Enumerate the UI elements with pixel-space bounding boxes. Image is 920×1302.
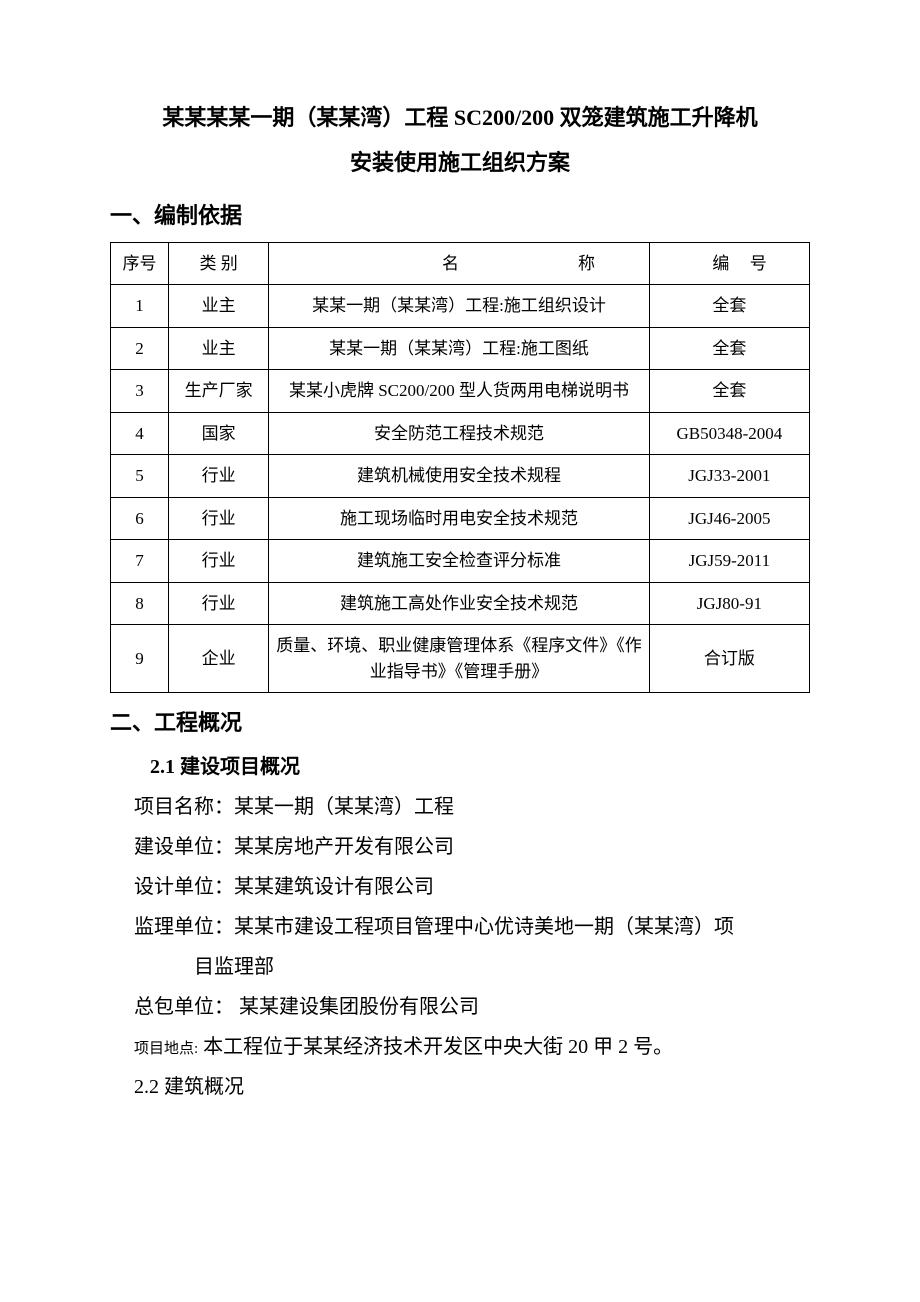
cell-cat: 业主 bbox=[169, 327, 269, 370]
cell-code: JGJ59-2011 bbox=[649, 540, 809, 583]
cell-name: 建筑施工高处作业安全技术规范 bbox=[269, 582, 650, 625]
section-2-heading: 二、工程概况 bbox=[110, 703, 810, 743]
build-unit-line: 建设单位：某某房地产开发有限公司 bbox=[110, 827, 810, 867]
cell-name: 某某一期（某某湾）工程:施工组织设计 bbox=[269, 285, 650, 328]
doc-title-line2: 安装使用施工组织方案 bbox=[110, 145, 810, 180]
cell-cat: 行业 bbox=[169, 582, 269, 625]
section-2-1-heading: 2.1 建设项目概况 bbox=[110, 747, 810, 787]
cell-seq: 4 bbox=[111, 412, 169, 455]
cell-name: 建筑施工安全检查评分标准 bbox=[269, 540, 650, 583]
design-unit-line: 设计单位：某某建筑设计有限公司 bbox=[110, 867, 810, 907]
cell-cat: 业主 bbox=[169, 285, 269, 328]
table-row: 6 行业 施工现场临时用电安全技术规范 JGJ46-2005 bbox=[111, 497, 810, 540]
table-row: 3 生产厂家 某某小虎牌 SC200/200 型人货两用电梯说明书 全套 bbox=[111, 370, 810, 413]
cell-name: 某某小虎牌 SC200/200 型人货两用电梯说明书 bbox=[269, 370, 650, 413]
supervise-unit-line1: 监理单位：某某市建设工程项目管理中心优诗美地一期（某某湾）项 bbox=[110, 907, 810, 947]
th-code: 编号 bbox=[649, 242, 809, 285]
cell-cat: 国家 bbox=[169, 412, 269, 455]
cell-seq: 2 bbox=[111, 327, 169, 370]
table-row: 7 行业 建筑施工安全检查评分标准 JGJ59-2011 bbox=[111, 540, 810, 583]
doc-title-line1: 某某某某一期（某某湾）工程 SC200/200 双笼建筑施工升降机 bbox=[110, 100, 810, 135]
cell-name: 某某一期（某某湾）工程:施工图纸 bbox=[269, 327, 650, 370]
th-name-text: 名 bbox=[323, 254, 578, 273]
cell-cat: 行业 bbox=[169, 455, 269, 498]
cell-cat: 生产厂家 bbox=[169, 370, 269, 413]
th-seq: 序号 bbox=[111, 242, 169, 285]
basis-table: 序号 类 别 名称 编号 1 业主 某某一期（某某湾）工程:施工组织设计 全套 … bbox=[110, 242, 810, 694]
table-row: 5 行业 建筑机械使用安全技术规程 JGJ33-2001 bbox=[111, 455, 810, 498]
project-location-line: 项目地点: 本工程位于某某经济技术开发区中央大街 20 甲 2 号。 bbox=[110, 1027, 810, 1067]
cell-name: 建筑机械使用安全技术规程 bbox=[269, 455, 650, 498]
cell-code: 合订版 bbox=[649, 625, 809, 693]
table-row: 1 业主 某某一期（某某湾）工程:施工组织设计 全套 bbox=[111, 285, 810, 328]
location-value: 本工程位于某某经济技术开发区中央大街 20 甲 2 号。 bbox=[198, 1036, 673, 1058]
th-code-text: 编 bbox=[692, 254, 750, 273]
cell-name: 施工现场临时用电安全技术规范 bbox=[269, 497, 650, 540]
cell-code: GB50348-2004 bbox=[649, 412, 809, 455]
cell-name: 质量、环境、职业健康管理体系《程序文件》《作业指导书》《管理手册》 bbox=[269, 625, 650, 693]
cell-code: JGJ46-2005 bbox=[649, 497, 809, 540]
cell-seq: 8 bbox=[111, 582, 169, 625]
cell-cat: 行业 bbox=[169, 540, 269, 583]
th-name-text2: 称 bbox=[578, 254, 595, 273]
cell-seq: 5 bbox=[111, 455, 169, 498]
cell-cat: 企业 bbox=[169, 625, 269, 693]
cell-seq: 1 bbox=[111, 285, 169, 328]
section-2-2-heading: 2.2 建筑概况 bbox=[110, 1067, 810, 1107]
location-label: 项目地点: bbox=[134, 1041, 198, 1057]
table-row: 4 国家 安全防范工程技术规范 GB50348-2004 bbox=[111, 412, 810, 455]
cell-seq: 3 bbox=[111, 370, 169, 413]
th-code-text2: 号 bbox=[750, 254, 767, 273]
table-row: 2 业主 某某一期（某某湾）工程:施工图纸 全套 bbox=[111, 327, 810, 370]
cell-seq: 9 bbox=[111, 625, 169, 693]
table-row: 8 行业 建筑施工高处作业安全技术规范 JGJ80-91 bbox=[111, 582, 810, 625]
cell-code: 全套 bbox=[649, 285, 809, 328]
project-name-line: 项目名称：某某一期（某某湾）工程 bbox=[110, 787, 810, 827]
general-contract-line: 总包单位： 某某建设集团股份有限公司 bbox=[110, 987, 810, 1027]
cell-cat: 行业 bbox=[169, 497, 269, 540]
th-name: 名称 bbox=[269, 242, 650, 285]
cell-code: 全套 bbox=[649, 327, 809, 370]
table-body: 1 业主 某某一期（某某湾）工程:施工组织设计 全套 2 业主 某某一期（某某湾… bbox=[111, 285, 810, 693]
cell-code: JGJ33-2001 bbox=[649, 455, 809, 498]
cell-seq: 6 bbox=[111, 497, 169, 540]
cell-name: 安全防范工程技术规范 bbox=[269, 412, 650, 455]
table-header-row: 序号 类 别 名称 编号 bbox=[111, 242, 810, 285]
cell-code: 全套 bbox=[649, 370, 809, 413]
section-1-heading: 一、编制依据 bbox=[110, 196, 810, 236]
cell-code: JGJ80-91 bbox=[649, 582, 809, 625]
cell-seq: 7 bbox=[111, 540, 169, 583]
table-row: 9 企业 质量、环境、职业健康管理体系《程序文件》《作业指导书》《管理手册》 合… bbox=[111, 625, 810, 693]
supervise-unit-line2: 目监理部 bbox=[110, 947, 810, 987]
th-category: 类 别 bbox=[169, 242, 269, 285]
